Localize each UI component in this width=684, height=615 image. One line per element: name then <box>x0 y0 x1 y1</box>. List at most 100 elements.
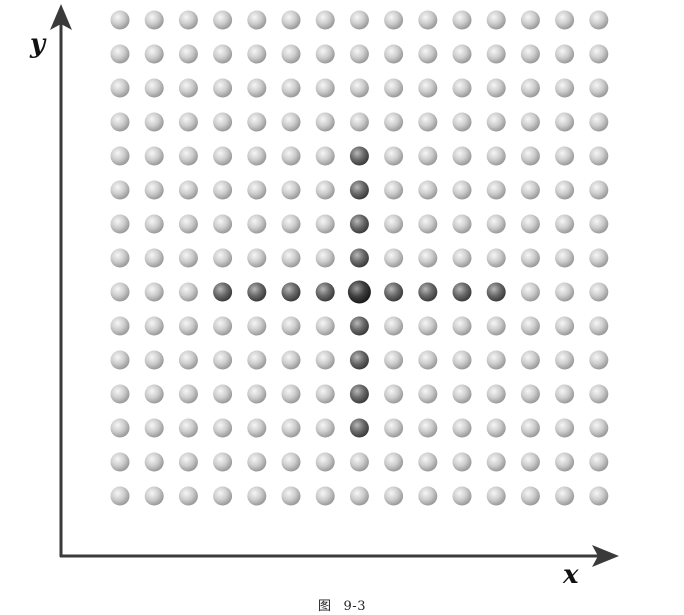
lattice-atom <box>213 350 233 370</box>
lattice-atom <box>418 350 438 370</box>
lattice-atom <box>520 214 540 234</box>
lattice-atom <box>110 282 130 302</box>
lattice-atom <box>452 180 472 200</box>
lattice-atom <box>213 384 233 404</box>
lattice-atom <box>555 248 575 268</box>
lattice-atom <box>555 282 575 302</box>
lattice-atom <box>452 44 472 64</box>
center-atom <box>347 280 371 304</box>
lattice-atom <box>281 112 301 132</box>
lattice-atom <box>452 214 472 234</box>
lattice-atom <box>281 316 301 336</box>
lattice-atom <box>247 316 267 336</box>
lattice-atom <box>589 10 609 30</box>
lattice-atom <box>110 384 130 404</box>
lattice-atom <box>247 146 267 166</box>
lattice-atom <box>555 384 575 404</box>
lattice-atom <box>110 316 130 336</box>
lattice-atom <box>418 214 438 234</box>
lattice-atom <box>486 44 506 64</box>
lattice-atom <box>349 452 369 472</box>
lattice-atom <box>315 78 335 98</box>
lattice-atom <box>384 78 404 98</box>
lattice-atom <box>144 248 164 268</box>
lattice-atom <box>452 146 472 166</box>
lattice-atom <box>110 112 130 132</box>
lattice-atom <box>589 112 609 132</box>
highlighted-atom <box>349 180 369 200</box>
lattice-atom <box>555 146 575 166</box>
lattice-atom <box>520 78 540 98</box>
lattice-atom <box>281 486 301 506</box>
lattice-atom <box>315 248 335 268</box>
lattice-atom <box>349 44 369 64</box>
lattice-atom <box>589 44 609 64</box>
lattice-atom <box>520 486 540 506</box>
lattice-atom <box>589 146 609 166</box>
lattice-atom <box>589 350 609 370</box>
lattice-atom <box>555 10 575 30</box>
lattice-atom <box>315 316 335 336</box>
lattice-atom <box>315 214 335 234</box>
lattice-atom <box>555 112 575 132</box>
lattice-atom <box>384 180 404 200</box>
lattice-atom <box>486 146 506 166</box>
lattice-atom <box>281 10 301 30</box>
highlighted-atom <box>349 316 369 336</box>
lattice-atom <box>452 316 472 336</box>
lattice-atom <box>213 10 233 30</box>
lattice-atom <box>555 214 575 234</box>
lattice-atom <box>486 214 506 234</box>
lattice-atom <box>178 452 198 472</box>
lattice-atom <box>144 452 164 472</box>
lattice-atom <box>384 248 404 268</box>
lattice-atom <box>144 214 164 234</box>
lattice-atom <box>281 248 301 268</box>
lattice-atom <box>520 248 540 268</box>
lattice-atom <box>384 10 404 30</box>
lattice-atom <box>315 10 335 30</box>
lattice-atom <box>486 350 506 370</box>
lattice-atom <box>110 214 130 234</box>
lattice-atom <box>178 214 198 234</box>
lattice-atom <box>384 112 404 132</box>
lattice-atom <box>418 316 438 336</box>
lattice-atom <box>178 316 198 336</box>
lattice-atom <box>486 112 506 132</box>
lattice-atom <box>247 10 267 30</box>
lattice-atom <box>486 248 506 268</box>
lattice-atom <box>520 282 540 302</box>
lattice-atom <box>520 452 540 472</box>
y-axis <box>50 4 72 557</box>
lattice-atom <box>315 486 335 506</box>
lattice-atom <box>520 316 540 336</box>
lattice-atom <box>213 78 233 98</box>
lattice-atom <box>144 112 164 132</box>
lattice-atom <box>281 180 301 200</box>
highlighted-atom <box>349 350 369 370</box>
lattice-atom <box>110 146 130 166</box>
lattice-atom <box>555 350 575 370</box>
lattice-atom <box>247 418 267 438</box>
lattice-atom <box>520 350 540 370</box>
lattice-atom <box>178 10 198 30</box>
lattice-atom <box>589 78 609 98</box>
lattice-atom <box>384 316 404 336</box>
highlighted-atom <box>281 282 301 302</box>
highlighted-atom <box>418 282 438 302</box>
x-axis-arrowhead <box>592 545 619 567</box>
lattice-atom <box>247 384 267 404</box>
lattice-atom <box>452 452 472 472</box>
lattice-atom <box>384 146 404 166</box>
y-axis-arrowhead <box>50 4 72 30</box>
lattice-atom <box>144 180 164 200</box>
lattice-atom <box>418 418 438 438</box>
lattice-atom <box>213 146 233 166</box>
lattice-atom <box>418 180 438 200</box>
lattice-atom <box>384 486 404 506</box>
lattice-atom <box>349 78 369 98</box>
lattice-atom <box>486 316 506 336</box>
highlighted-atom <box>213 282 233 302</box>
lattice-atom <box>486 486 506 506</box>
